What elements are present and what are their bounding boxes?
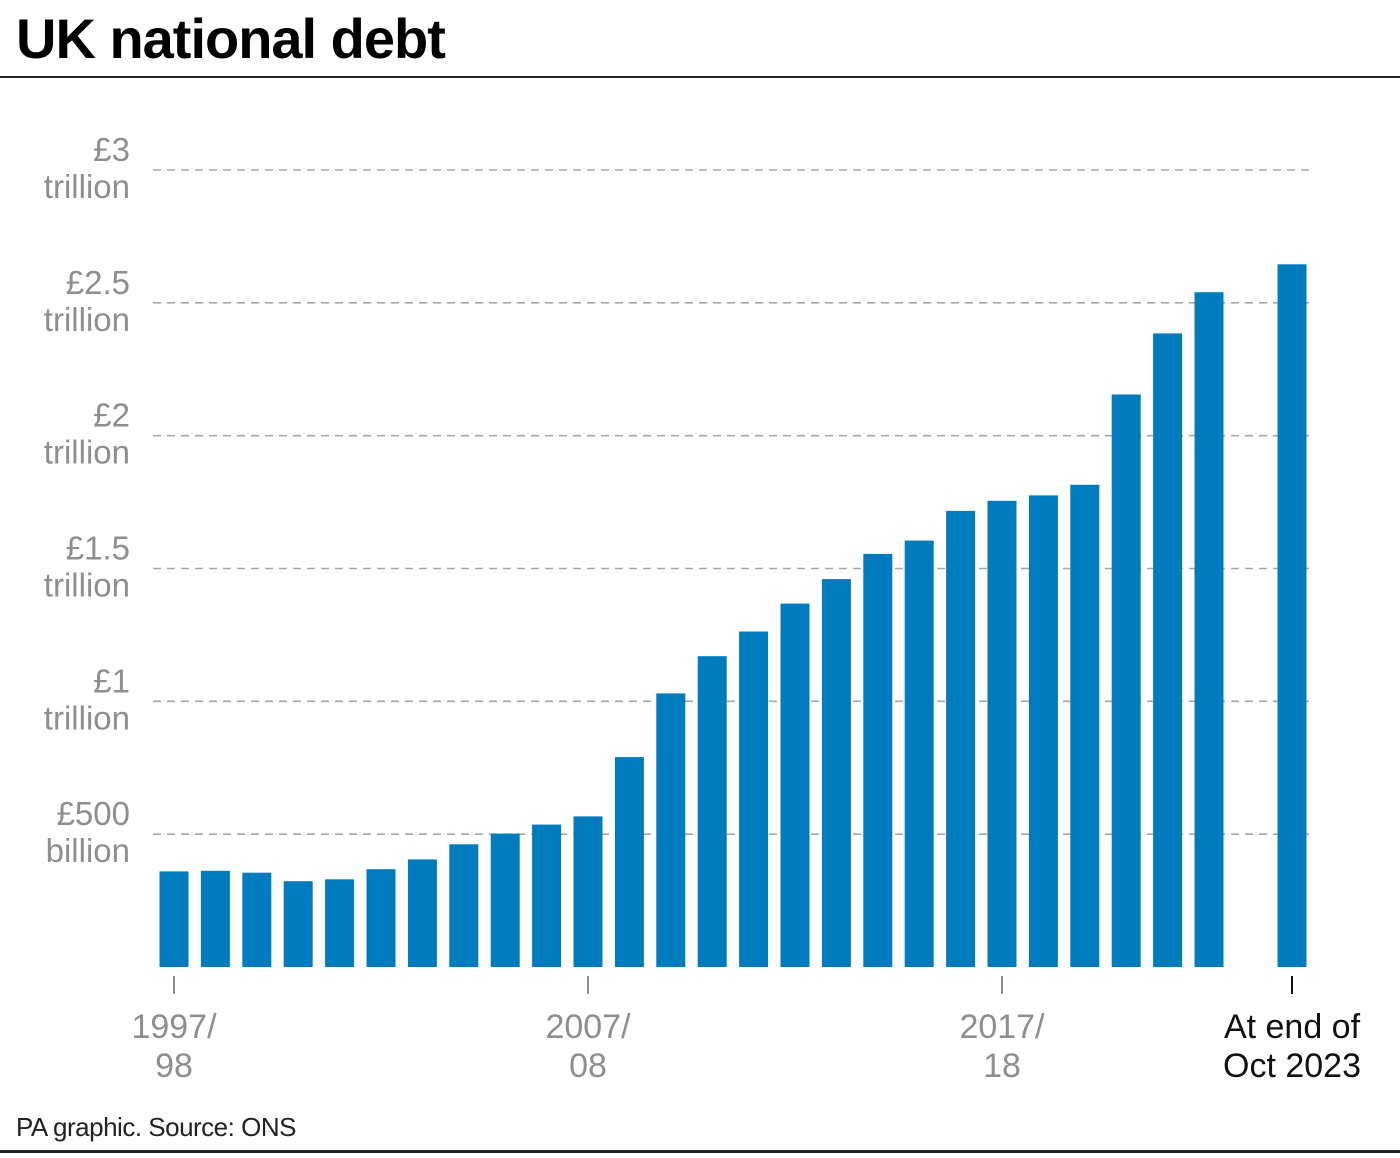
bar-1997-98 <box>159 871 189 967</box>
bar-2004-05 <box>449 844 479 967</box>
bar-2007-08 <box>573 816 603 967</box>
y-tick-label: £1.5 trillion <box>44 530 130 604</box>
bar-at-end-of-oct-2023 <box>1277 264 1307 967</box>
title-divider <box>0 76 1400 78</box>
chart-title: UK national debt <box>16 7 446 70</box>
x-axis-labels: 1997/98 2007/08 2017/18 At end of Oct 2023 <box>131 976 1361 1085</box>
y-tick-label: £3 trillion <box>44 131 130 205</box>
y-tick-label: £500 billion <box>46 795 130 869</box>
bar-2000-01 <box>283 881 313 967</box>
x-tick-label: 1997/98 <box>131 1008 217 1085</box>
bar-2011-12 <box>739 631 769 967</box>
bar-2006-07 <box>532 824 562 967</box>
bar-2012-13 <box>780 603 810 967</box>
source-note: PA graphic. Source: ONS <box>16 1112 296 1142</box>
x-tick-label: 2007/08 <box>545 1008 631 1085</box>
bar-2021-22 <box>1153 333 1183 967</box>
y-tick-label: £1 trillion <box>44 662 130 736</box>
y-axis-labels: £500 billion £1 trillion £1.5 trillion £2 trill… <box>44 131 130 869</box>
bar-2019-20 <box>1070 484 1100 967</box>
bar-2015-16 <box>904 540 934 967</box>
bar-2022-23 <box>1194 292 1224 967</box>
x-tick-label: At end of Oct 2023 <box>1223 1008 1361 1085</box>
bar-2005-06 <box>490 833 520 967</box>
bar-2003-04 <box>407 859 437 967</box>
bar-2016-17 <box>946 510 976 967</box>
bar-1999-00 <box>242 872 272 967</box>
bar-2020-21 <box>1111 394 1141 967</box>
bars <box>159 264 1307 967</box>
bar-2018-19 <box>1028 495 1058 967</box>
bar-2001-02 <box>325 879 355 967</box>
bar-2010-11 <box>697 656 727 967</box>
y-tick-label: £2.5 trillion <box>44 264 130 338</box>
bar-2013-14 <box>821 579 851 967</box>
bar-1998-99 <box>200 870 230 967</box>
bar-2009-10 <box>656 693 686 967</box>
x-tick-label: 2017/18 <box>959 1008 1045 1085</box>
bar-2002-03 <box>366 869 396 967</box>
bar-chart: £500 billion £1 trillion £1.5 trillion £2 trill… <box>44 131 1361 1085</box>
bar-2017-18 <box>987 500 1017 967</box>
bottom-divider <box>0 1150 1400 1153</box>
bar-2014-15 <box>863 553 893 967</box>
y-tick-label: £2 trillion <box>44 397 130 471</box>
bar-2008-09 <box>614 757 644 967</box>
